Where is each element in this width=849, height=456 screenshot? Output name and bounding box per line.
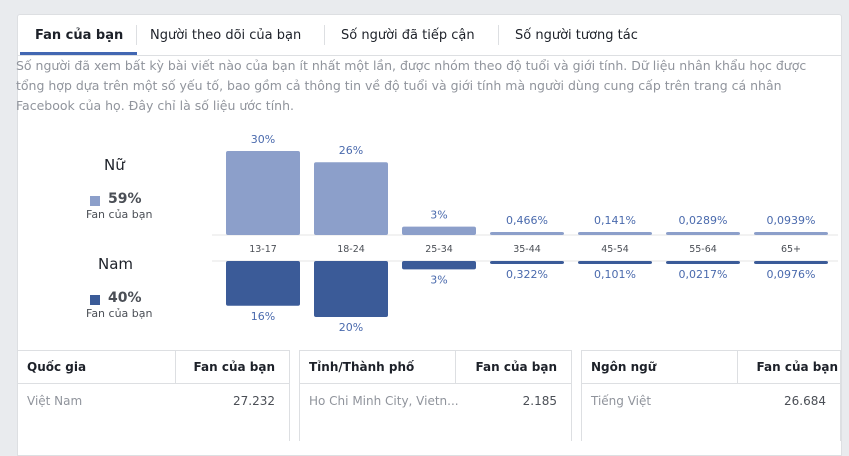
country-table: Quốc gia Fan của bạn Việt Nam 27.232 xyxy=(17,350,290,441)
male-value-label-35-44: 0,322% xyxy=(506,268,548,281)
male-percent: 40% xyxy=(108,290,142,306)
language-column-header: Ngôn ngữ xyxy=(591,360,657,374)
column-separator xyxy=(175,351,176,383)
male-legend-swatch xyxy=(90,295,100,305)
male-value-label-65+: 0,0976% xyxy=(767,268,816,281)
tab-separator xyxy=(136,25,137,45)
language-table: Ngôn ngữ Fan của bạn Tiếng Việt 26.684 xyxy=(581,350,841,441)
male-bar-13-17 xyxy=(226,261,300,306)
tab-fans[interactable]: Fan của bạn xyxy=(35,28,124,43)
female-bar-65+ xyxy=(754,232,828,235)
language-row-name: Tiếng Việt xyxy=(591,394,652,408)
female-percent: 59% xyxy=(108,191,142,207)
column-separator xyxy=(737,351,738,383)
male-value-label-25-34: 3% xyxy=(430,273,447,286)
tab-followers[interactable]: Người theo dõi của bạn xyxy=(150,28,302,43)
male-bar-18-24 xyxy=(314,261,388,317)
female-value-label-18-24: 26% xyxy=(339,144,363,157)
column-separator xyxy=(455,351,456,383)
city-table-header: Tỉnh/Thành phố Fan của bạn xyxy=(300,351,571,384)
female-value-label-25-34: 3% xyxy=(430,209,447,222)
male-value-label-18-24: 20% xyxy=(339,321,363,334)
female-value-label-55-64: 0,0289% xyxy=(679,214,728,227)
country-table-header: Quốc gia Fan của bạn xyxy=(18,351,289,384)
tab-separator xyxy=(498,25,499,45)
tab-reached[interactable]: Số người đã tiếp cận xyxy=(341,28,475,43)
female-bar-55-64 xyxy=(666,232,740,235)
city-table: Tỉnh/Thành phố Fan của bạn Ho Chi Minh C… xyxy=(299,350,572,441)
description-text: Số người đã xem bất kỳ bài viết nào của … xyxy=(16,58,807,113)
language-fans-column-header[interactable]: Fan của bạn xyxy=(756,360,838,374)
female-bar-25-34 xyxy=(402,226,476,235)
male-bar-45-54 xyxy=(578,261,652,264)
age-tick-18-24: 18-24 xyxy=(337,244,365,255)
country-column-header: Quốc gia xyxy=(27,360,87,374)
age-tick-55-64: 55-64 xyxy=(689,244,717,255)
female-label: Nữ xyxy=(104,156,125,174)
male-value-label-13-17: 16% xyxy=(251,310,275,323)
tab-separator xyxy=(324,25,325,45)
city-column-header: Tỉnh/Thành phố xyxy=(309,360,415,374)
age-tick-45-54: 45-54 xyxy=(601,244,629,255)
female-bar-13-17 xyxy=(226,151,300,235)
male-bar-35-44 xyxy=(490,261,564,264)
country-fans-column-header[interactable]: Fan của bạn xyxy=(193,360,275,374)
city-row-name: Ho Chi Minh City, Vietn... xyxy=(309,394,459,408)
female-bar-45-54 xyxy=(578,232,652,235)
city-fans-column-header[interactable]: Fan của bạn xyxy=(475,360,557,374)
female-value-label-13-17: 30% xyxy=(251,133,275,146)
female-value-label-65+: 0,0939% xyxy=(767,214,816,227)
age-tick-35-44: 35-44 xyxy=(513,244,541,255)
age-tick-13-17: 13-17 xyxy=(249,244,277,255)
female-bar-35-44 xyxy=(490,232,564,235)
female-bar-18-24 xyxy=(314,162,388,235)
female-sub-label: Fan của bạn xyxy=(86,208,153,221)
age-gender-chart: 30% 16% 13-17 26% 20% 18-24 3% 3% 25-34 0,466% 0,3… xyxy=(212,133,838,334)
male-bar-65+ xyxy=(754,261,828,264)
male-value-label-55-64: 0,0217% xyxy=(679,268,728,281)
female-value-label-45-54: 0,141% xyxy=(594,214,636,227)
active-tab-indicator xyxy=(20,52,137,55)
age-tick-65+: 65+ xyxy=(781,244,801,255)
male-bar-25-34 xyxy=(402,261,476,270)
tab-engaged[interactable]: Số người tương tác xyxy=(515,28,638,43)
city-row-value: 2.185 xyxy=(522,394,557,408)
male-bar-55-64 xyxy=(666,261,740,264)
age-axis-band xyxy=(212,235,838,261)
age-tick-25-34: 25-34 xyxy=(425,244,453,255)
language-row-value: 26.684 xyxy=(784,394,826,408)
country-row-name: Việt Nam xyxy=(27,394,83,408)
female-legend-swatch xyxy=(90,196,100,206)
country-row-value: 27.232 xyxy=(233,394,275,408)
male-value-label-45-54: 0,101% xyxy=(594,268,636,281)
male-sub-label: Fan của bạn xyxy=(86,307,153,320)
language-table-header: Ngôn ngữ Fan của bạn xyxy=(582,351,840,384)
female-value-label-35-44: 0,466% xyxy=(506,214,548,227)
tab-bar: Fan của bạn Người theo dõi của bạn Số ng… xyxy=(18,15,841,56)
male-label: Nam xyxy=(98,255,134,273)
